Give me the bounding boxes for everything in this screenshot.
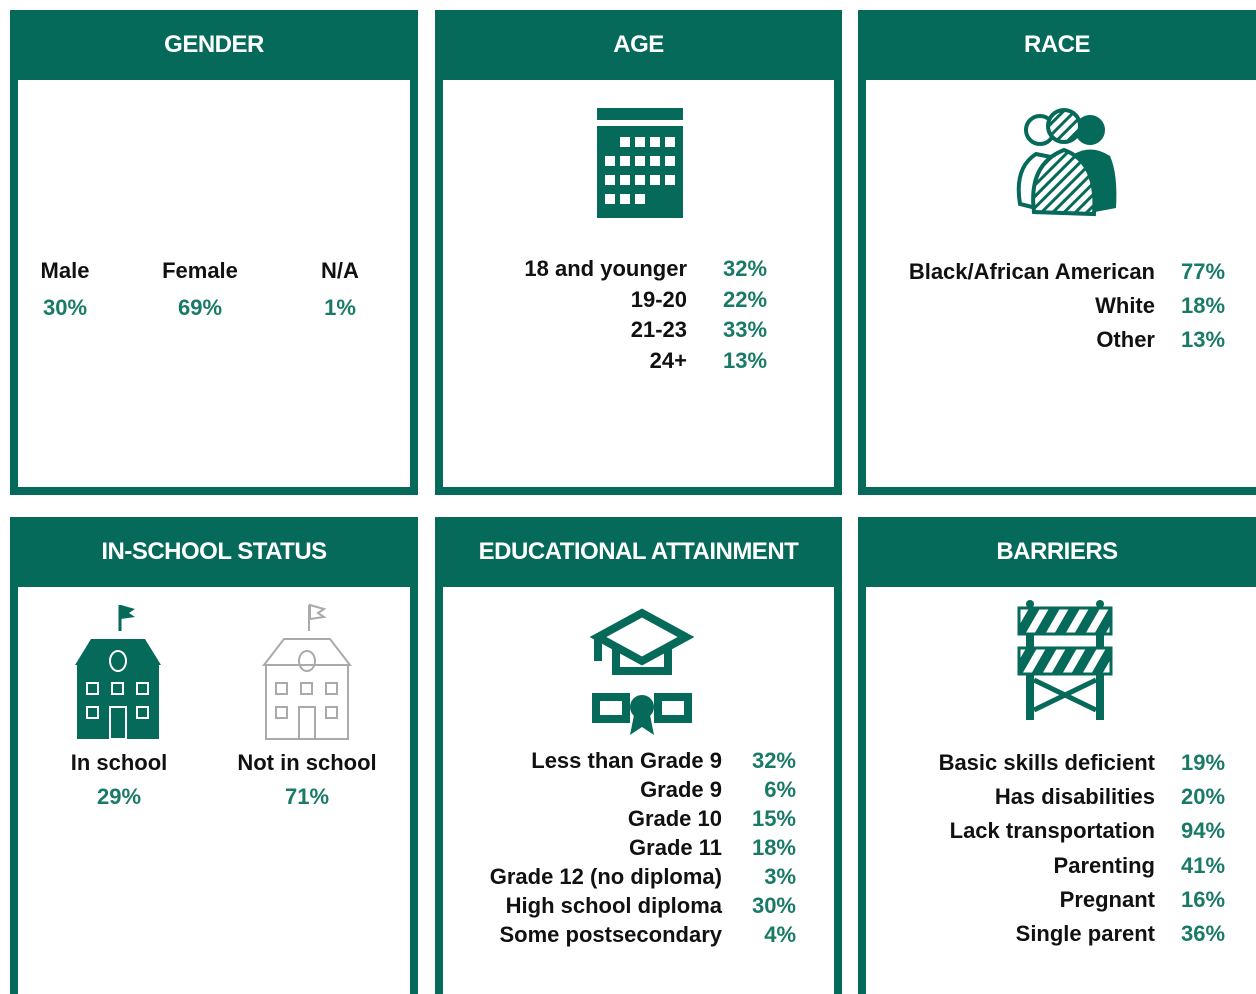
item-label: Not in school [237,750,377,775]
item-value: 20% [1181,784,1226,810]
item-label: N/A [321,258,359,283]
item-label: High school diploma [505,893,722,918]
item-label: Lack transportation [949,818,1155,844]
item-value: 94% [1181,818,1226,844]
item-label: Grade 10 [627,806,722,831]
item-value: 19% [1181,750,1226,775]
item-value: 22% [723,286,768,312]
item-label: Grade 9 [640,777,722,802]
school-icon [75,605,161,740]
item-label: White [1095,293,1155,318]
item-label: 18 and younger [524,256,687,281]
panel-title: BARRIERS [858,517,1256,587]
people-icon [1016,108,1117,217]
item-label: Parenting [1053,852,1155,878]
item-value: 77% [1181,259,1226,284]
item-label: Some postsecondary [499,922,722,947]
panel: GENDER [10,10,418,495]
item-value: 30% [751,893,796,918]
item-value: 16% [1181,886,1226,912]
item-value: 18% [1181,293,1226,318]
panel-title: GENDER [10,10,418,80]
panel-title: EDUCATIONAL ATTAINMENT [435,517,842,587]
item-label: 19-20 [630,286,687,312]
panel: BARRIERS [858,517,1256,994]
item-value: 71% [284,784,330,809]
item-value: 36% [1181,921,1226,946]
panel-title: AGE [435,10,842,80]
item-value: 15% [751,806,796,831]
item-label: In school [70,750,168,775]
panel: RACE [858,10,1256,495]
item-value: 1% [324,295,356,320]
barrier-icon [1017,600,1113,720]
item-label: Male [40,258,90,283]
item-value: 4% [764,922,796,947]
item-value: 32% [723,256,768,281]
item-label: Has disabilities [994,784,1155,810]
item-label: 21-23 [630,317,687,342]
item-label: 24+ [649,347,687,373]
item-label: Single parent [1015,921,1155,946]
school-outline-icon [262,603,352,740]
panel: IN-SCHOOL STATUS [10,517,418,994]
item-value: 3% [764,864,796,889]
item-label: Grade 12 (no diploma) [489,864,722,889]
item-label: Basic skills deficient [938,750,1155,775]
item-value: 41% [1181,852,1226,878]
item-value: 32% [751,748,796,773]
panel-title: IN-SCHOOL STATUS [10,517,418,587]
item-label: Pregnant [1059,886,1155,912]
panel: EDUCATIONAL ATTAINMENT [435,517,842,994]
item-value: 33% [723,317,768,342]
item-label: Female [162,258,238,283]
item-label: Black/African American [908,259,1155,284]
item-label: Less than Grade 9 [531,748,722,773]
item-value: 29% [96,784,142,809]
item-value: 13% [1181,327,1226,352]
graduation-icon [590,608,694,735]
item-label: Other [1096,327,1155,352]
calendar-icon [597,108,683,218]
item-value: 30% [42,295,88,320]
item-label: Grade 11 [629,835,722,860]
item-value: 18% [751,835,796,860]
panel: AGE [435,10,842,495]
item-value: 6% [764,777,796,802]
panel-title: RACE [858,10,1256,80]
item-value: 13% [723,347,768,373]
item-value: 69% [177,295,223,320]
